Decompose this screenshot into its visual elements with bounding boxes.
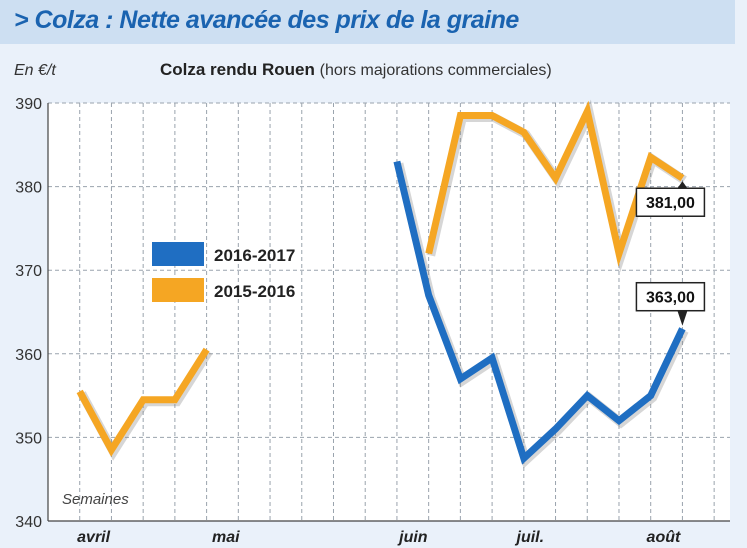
data-label: 381,00 xyxy=(646,195,695,212)
title-banner: > Colza : Nette avancée des prix de la g… xyxy=(0,0,735,44)
data-label: 363,00 xyxy=(646,290,695,307)
x-tick-label: juin xyxy=(397,529,428,546)
chart-subtitle: (hors majorations commerciales) xyxy=(319,62,552,79)
y-tick-label: 370 xyxy=(15,263,42,280)
page-title: > Colza : Nette avancée des prix de la g… xyxy=(14,6,519,34)
x-tick-label: avril xyxy=(77,529,110,546)
chart-title: Colza rendu Rouen (hors majorations comm… xyxy=(160,60,552,80)
series-line-2016-2017 xyxy=(393,160,686,465)
legend-swatch-2015-2016 xyxy=(152,278,204,302)
legend-label-2016-2017: 2016-2017 xyxy=(214,246,295,265)
chart-title-main: Colza rendu Rouen xyxy=(160,60,315,79)
data-label-pointer xyxy=(677,310,688,326)
legend-swatch-2016-2017 xyxy=(152,242,204,266)
legend-label-2015-2016: 2015-2016 xyxy=(214,282,295,301)
x-tick-label: juil. xyxy=(515,529,545,546)
data-label-box xyxy=(635,187,706,217)
y-tick-label: 380 xyxy=(15,180,42,197)
plot-area xyxy=(48,103,730,521)
data-label-box xyxy=(635,281,706,312)
x-tick-label: mai xyxy=(212,529,240,546)
series-line-2015-2016 xyxy=(76,347,210,457)
y-tick-label: 350 xyxy=(15,430,42,447)
y-tick-label: 390 xyxy=(15,96,42,113)
data-label-pointer xyxy=(677,181,688,189)
x-tick-label: août xyxy=(647,529,681,546)
x-axis-label: Semaines xyxy=(62,491,129,508)
y-axis-unit: En €/t xyxy=(14,62,56,79)
y-tick-label: 360 xyxy=(15,347,42,364)
y-tick-label: 340 xyxy=(15,514,42,531)
